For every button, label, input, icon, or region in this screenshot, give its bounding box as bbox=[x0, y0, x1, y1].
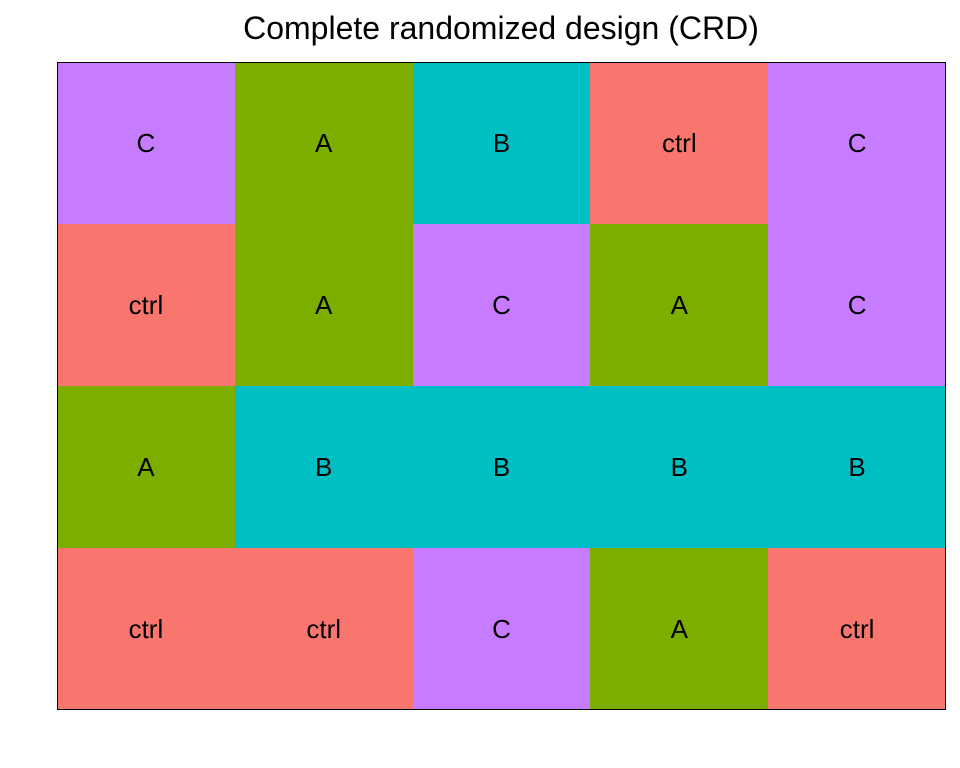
chart-title: Complete randomized design (CRD) bbox=[243, 10, 759, 46]
plot-cell: ctrl bbox=[57, 548, 235, 710]
plot-cell: B bbox=[590, 386, 769, 548]
plot-cell: ctrl bbox=[57, 224, 235, 386]
plot-cell: B bbox=[768, 386, 946, 548]
plot-cell: A bbox=[234, 62, 413, 224]
plot-cell: C bbox=[412, 548, 591, 710]
plot-cell: A bbox=[590, 224, 769, 386]
plot-cell: A bbox=[57, 386, 235, 548]
plot-cell: C bbox=[768, 224, 946, 386]
plot-cell: C bbox=[768, 62, 946, 224]
plot-cell: A bbox=[234, 224, 413, 386]
plot-cell: C bbox=[412, 224, 591, 386]
plot-cell: B bbox=[412, 386, 591, 548]
plot-cell: C bbox=[57, 62, 235, 224]
plot-cell: A bbox=[590, 548, 769, 710]
plot-cell: ctrl bbox=[590, 62, 769, 224]
plot-cell: B bbox=[234, 386, 413, 548]
plot-cell: ctrl bbox=[768, 548, 946, 710]
plot-cell: ctrl bbox=[234, 548, 413, 710]
plot-cell: B bbox=[412, 62, 591, 224]
